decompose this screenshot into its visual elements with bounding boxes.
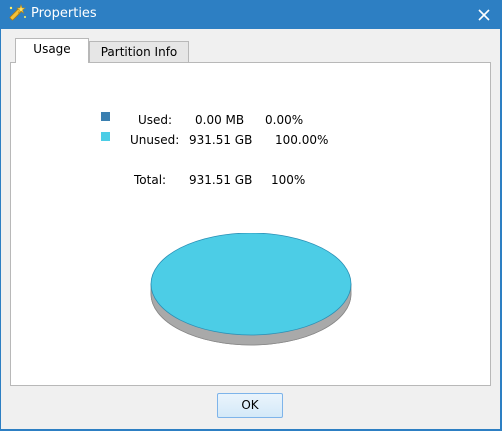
ok-button[interactable]: OK xyxy=(217,393,283,418)
unused-label: Unused: xyxy=(130,133,180,147)
pie-slice-unused xyxy=(150,233,352,336)
unused-legend-swatch xyxy=(101,132,110,141)
unused-size: 931.51 GB xyxy=(189,133,253,147)
used-percent: 0.00% xyxy=(265,113,304,127)
used-label: Used: xyxy=(138,113,173,127)
usage-pie-chart xyxy=(150,233,352,346)
wand-icon xyxy=(6,3,28,25)
usage-panel: Used: 0.00 MB 0.00% Unused: 931.51 GB 10… xyxy=(10,62,491,386)
tab-partition-info[interactable]: Partition Info xyxy=(89,41,189,62)
total-size: 931.51 GB xyxy=(189,173,253,187)
title-bar[interactable]: Properties xyxy=(0,0,502,29)
dialog-client-area: Usage Partition Info Used: 0.00 MB 0.00%… xyxy=(1,29,500,429)
total-percent: 100% xyxy=(271,173,306,187)
total-label: Total: xyxy=(134,173,167,187)
window-title: Properties xyxy=(31,6,97,21)
close-button[interactable] xyxy=(466,0,502,29)
unused-percent: 100.00% xyxy=(275,133,329,147)
used-legend-swatch xyxy=(101,112,110,121)
close-icon xyxy=(478,8,490,21)
used-size: 0.00 MB xyxy=(195,113,245,127)
tab-usage[interactable]: Usage xyxy=(15,38,89,63)
